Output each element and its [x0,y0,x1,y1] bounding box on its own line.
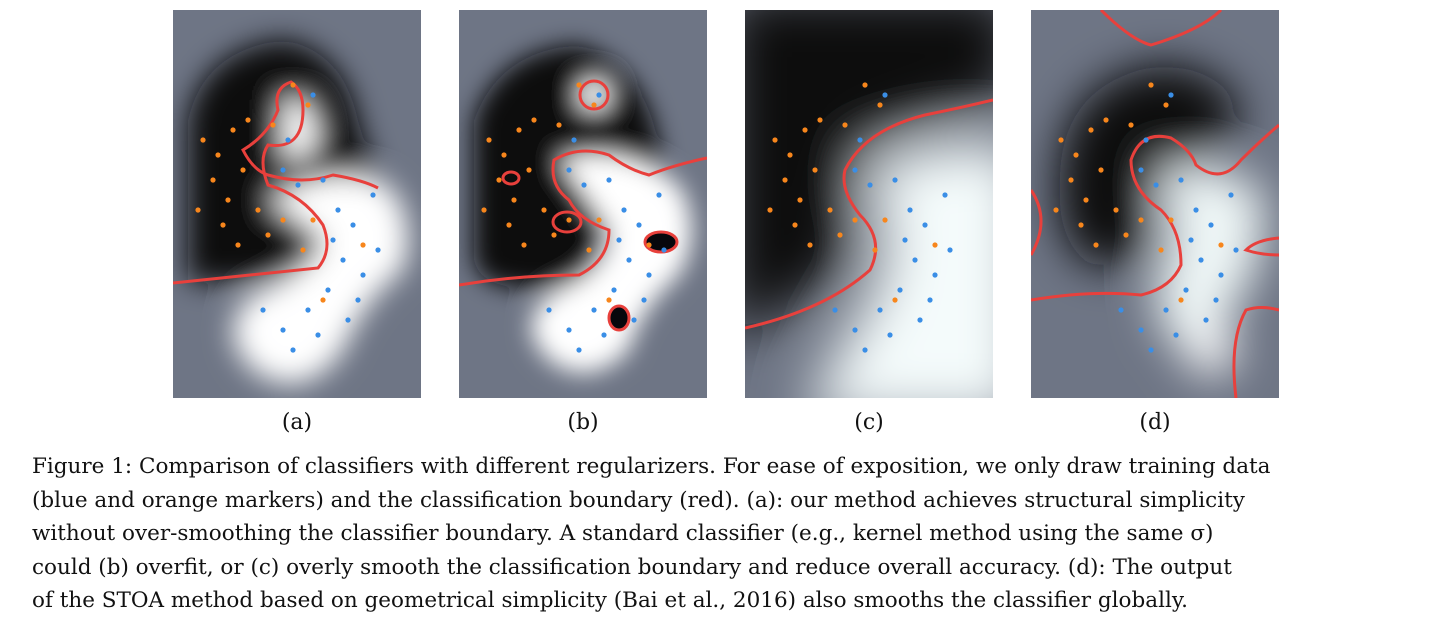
panel-b-plot [459,10,707,398]
panel-d-label: (d) [1139,410,1171,435]
panel-c-plot [745,10,993,398]
caption-line: could (b) overfit, or (c) overly smooth … [32,554,1232,580]
panel-a-markers [195,82,381,353]
panel-a-plot [173,10,421,398]
panel-c-label: (c) [854,410,884,435]
caption-line: without over-smoothing the classifier bo… [32,521,1214,546]
caption-line: of the STOA method based on geometrical … [32,588,1188,613]
panel-b-markers [481,82,667,353]
panel-b-label: (b) [567,410,599,435]
figure-caption: Figure 1: Comparison of classifiers with… [32,450,1432,618]
panel-c-markers [767,82,953,353]
panel-d-plot [1031,10,1279,398]
caption-line: Figure 1: Comparison of classifiers with… [32,454,1271,479]
panel-a-label: (a) [281,410,313,435]
caption-line: (blue and orange markers) and the classi… [32,487,1245,513]
panel-d-markers [1053,82,1239,353]
